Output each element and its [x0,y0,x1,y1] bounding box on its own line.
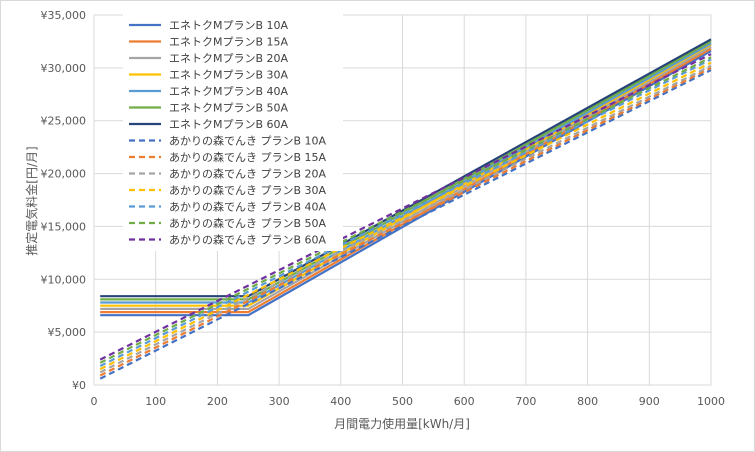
y-tick-label: ¥15,000 [41,220,87,233]
x-tick-label: 500 [392,395,413,408]
legend: エネトクMプランB 10A エネトクMプランB 15A エネトクMプランB 20A エ… [123,14,343,251]
x-tick-label: 800 [577,395,598,408]
x-tick-label: 200 [207,395,228,408]
x-tick-label: 600 [454,395,475,408]
x-tick-label: 900 [639,395,660,408]
y-tick-label: ¥25,000 [41,115,87,128]
legend-label: あかりの森でんき プランB 50A [169,216,327,230]
series-line-10 [99,64,712,374]
legend-label: あかりの森でんき プランB 40A [169,200,327,214]
series-line-13 [99,56,712,364]
series-line-7 [100,38,712,298]
series-line-9 [99,66,712,377]
x-tick-label: 1000 [697,395,725,408]
legend-label: あかりの森でんき プランB 30A [169,183,327,197]
y-tick-label: ¥0 [72,379,86,392]
x-axis-title: 月間電力使用量[kWh/月] [334,416,470,431]
legend-label: あかりの森でんき プランB 10A [169,134,327,148]
legend-label: エネトクMプランB 10A [169,19,289,32]
x-tick-label: 700 [515,395,536,408]
y-tick-label: ¥10,000 [41,273,87,286]
series-line-6 [100,40,712,301]
series-line-11 [99,61,712,371]
legend-label: あかりの森でんき プランB 20A [169,167,327,181]
series-lines [99,38,712,380]
x-tick-label: 0 [91,395,98,408]
series-line-5 [100,42,712,304]
legend-background [123,14,343,251]
legend-label: エネトクMプランB 15A [169,36,289,49]
legend-label: エネトクMプランB 50A [169,102,289,115]
legend-label: エネトクMプランB 60A [169,118,289,131]
y-tick-label: ¥30,000 [41,62,87,75]
series-line-14 [99,53,712,361]
legend-label: あかりの森でんき プランB 15A [169,150,327,164]
x-tick-label: 400 [330,395,351,408]
x-tick-labels: 0 100 200 300 400 500 600 700 800 900 1000 [91,395,726,408]
y-tick-label: ¥20,000 [41,168,87,181]
y-tick-label: ¥35,000 [41,9,87,22]
legend-label: エネトクMプランB 40A [169,85,289,98]
y-tick-label: ¥5,000 [48,326,87,339]
series-line-8 [99,69,712,380]
legend-label: エネトクMプランB 20A [169,52,289,65]
x-tick-label: 300 [269,395,290,408]
legend-label: あかりの森でんき プランB 60A [169,233,327,247]
y-tick-labels: ¥0 ¥5,000 ¥10,000 ¥15,000 ¥20,000 ¥25,000 ¥30,… [41,9,87,392]
x-tick-label: 100 [145,395,166,408]
y-axis-title: 推定電気料金[円/月] [24,146,39,255]
series-line-12 [99,58,712,367]
legend-label: エネトクMプランB 30A [169,69,289,82]
